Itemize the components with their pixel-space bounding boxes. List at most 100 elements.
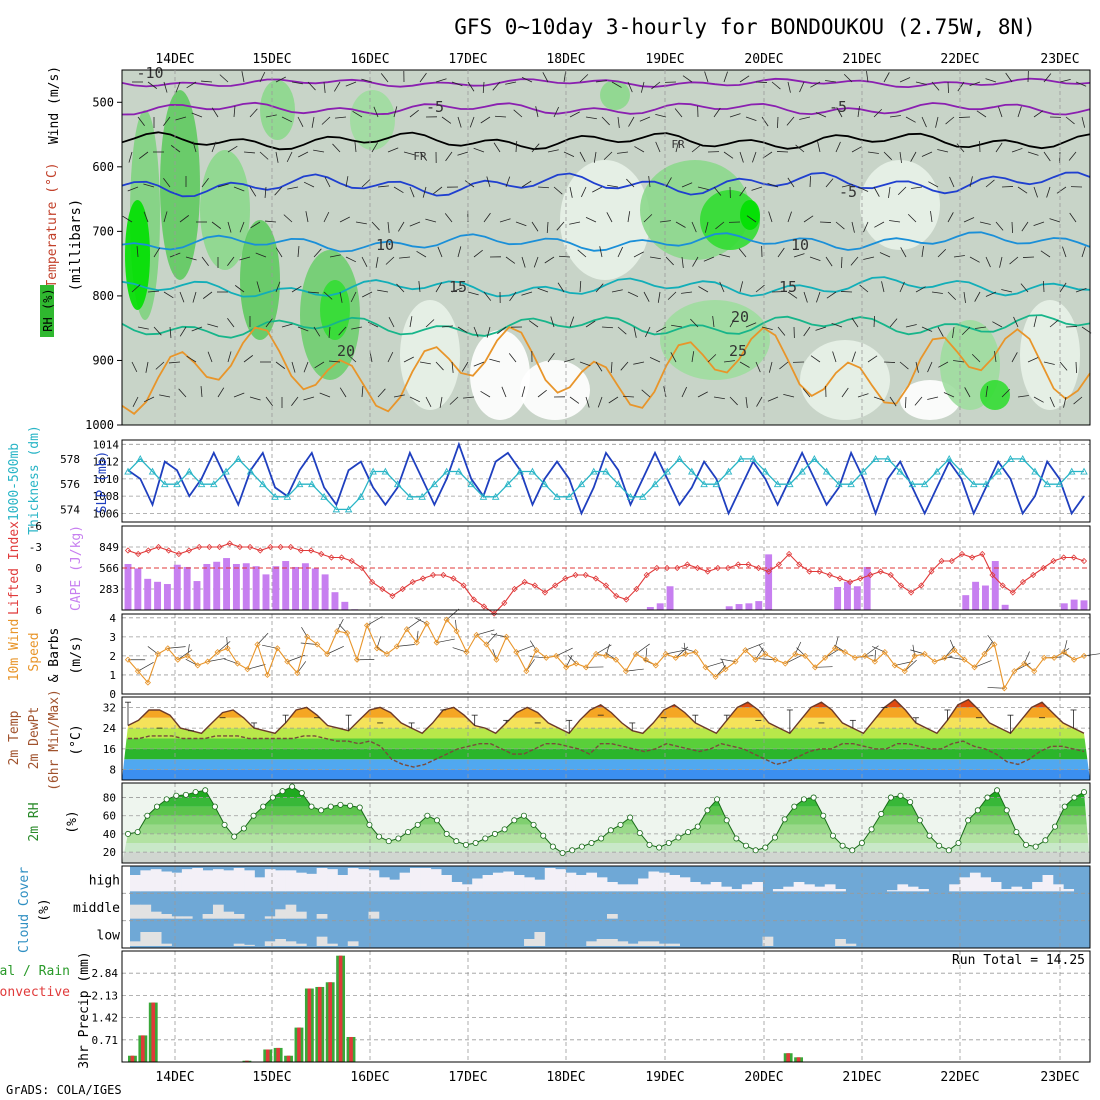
wind-barb [592, 186, 603, 193]
wind-speed-point [602, 652, 610, 659]
lifted-index-point [145, 547, 152, 554]
wind-barb [550, 316, 555, 328]
wind-barb [883, 72, 890, 83]
wind-barb [899, 77, 911, 83]
wind-barb [332, 143, 341, 153]
cloud-cell [461, 884, 473, 892]
wind-barb [907, 213, 917, 223]
wind-speed-point [433, 639, 440, 646]
wind-barb [930, 211, 933, 223]
cloud-cell [171, 916, 183, 919]
wind-barb [889, 220, 901, 223]
wind-barb-10m [436, 638, 455, 643]
wind-barb [396, 283, 405, 293]
rh-shading [350, 90, 395, 150]
cloud-cell [658, 872, 670, 892]
cloud-cell [285, 941, 297, 946]
thickness-point [418, 492, 426, 500]
wind-barb [211, 221, 222, 229]
lifted-index-point [979, 550, 986, 558]
cloud-cell [721, 886, 732, 892]
date-label-bottom: 16DEC [350, 1070, 389, 1085]
wind-barb [723, 71, 728, 83]
cloud-cell [161, 943, 172, 946]
thickness-point [357, 492, 365, 500]
cloud-cell [824, 884, 836, 892]
wind-barb [307, 291, 319, 294]
wind-barb [867, 355, 878, 363]
thickness-point [933, 467, 941, 475]
rh-point [704, 807, 711, 814]
wind-barb [883, 361, 896, 363]
cape-bar [1060, 603, 1068, 610]
precip-rain-bar [338, 955, 343, 1062]
wind-speed-point [344, 629, 351, 637]
rh-point [791, 803, 798, 810]
wind-barb [489, 358, 501, 363]
cloud-cell [389, 879, 401, 892]
wind-barb [767, 183, 779, 188]
cloud-cell [524, 877, 535, 892]
lifted-index-point [216, 543, 223, 551]
wind-barb [704, 221, 709, 233]
wind-barb-10m [681, 647, 696, 653]
wind-barb [1075, 361, 1077, 374]
cloud-cell [627, 943, 639, 946]
wind-barb-10m [894, 661, 913, 666]
date-label-top: 14DEC [155, 52, 194, 67]
wind-barb [810, 81, 821, 88]
rh2-axis-label: 2m RH [27, 802, 42, 841]
cloud-cell [586, 872, 598, 892]
rh-point [192, 789, 199, 796]
wind-barb [752, 151, 757, 163]
wind-barb [259, 151, 269, 160]
slp-tick-label: 1014 [93, 438, 120, 451]
cloud-cell [586, 941, 598, 946]
rh-shading [400, 300, 460, 410]
cloud-cell [1011, 886, 1023, 892]
wind-barb [178, 388, 187, 398]
wind-speed-point [563, 664, 570, 671]
wind-barb [963, 291, 966, 303]
thickness-point [773, 480, 782, 488]
wind-barb-10m [1014, 662, 1031, 672]
cloud-cell [617, 884, 629, 892]
rh-point [578, 843, 585, 850]
rh-shading [1020, 300, 1080, 410]
cape-bar [834, 586, 842, 610]
wind-barb [681, 182, 693, 188]
wind-barb [227, 317, 235, 328]
rh-point [434, 817, 441, 824]
date-label-top: 15DEC [252, 52, 291, 67]
cape-bar [144, 578, 152, 610]
dewpoint-axis-label: 2m DewPt [27, 707, 42, 770]
wind-barb [974, 291, 981, 302]
wind-barb [675, 221, 686, 228]
wind-barb [163, 81, 168, 93]
thickness-point [1055, 480, 1064, 488]
wind-barb [192, 141, 197, 153]
rh-point [646, 841, 653, 848]
rh-point [916, 817, 923, 824]
wind-barb [682, 75, 693, 83]
lifted-index-point [399, 585, 406, 593]
wind-barb [873, 315, 875, 328]
lifted-index-point [287, 543, 294, 551]
wind-barb [825, 80, 837, 83]
cloud-cell [150, 911, 162, 919]
date-label-bottom: 19DEC [645, 1070, 684, 1085]
thickness-point [491, 492, 500, 500]
wind-barb [841, 184, 853, 188]
wind-barb [1011, 352, 1018, 363]
rh-point [443, 830, 450, 837]
wind-barb [831, 323, 843, 328]
wind-speed-point [702, 664, 709, 671]
thickness-point [589, 467, 598, 475]
cloud-cell [295, 911, 307, 919]
run-total-label: Run Total = 14.25 [952, 953, 1085, 968]
wind-barb [633, 251, 644, 258]
rh-tick-label: 20 [103, 846, 116, 859]
cape-bar [1080, 600, 1088, 610]
wind-barb [761, 116, 769, 127]
rh-tick-label: 80 [103, 792, 116, 805]
